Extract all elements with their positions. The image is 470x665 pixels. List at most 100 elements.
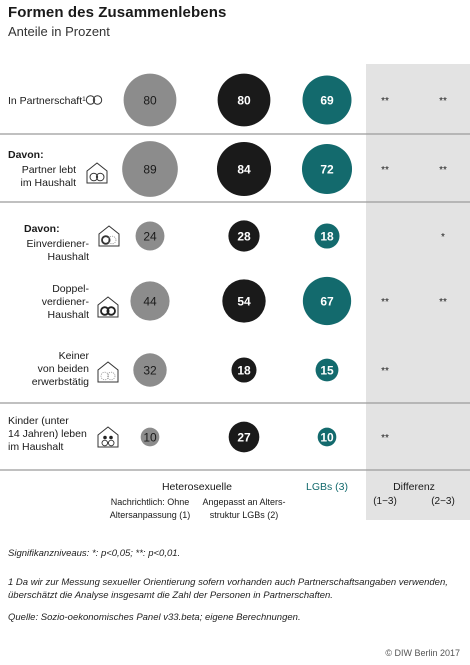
house-outline xyxy=(98,225,120,247)
bubble-hetero2 xyxy=(216,141,272,197)
bubble-value-label: 89 xyxy=(143,163,157,177)
significance-stars: ** xyxy=(439,96,447,107)
ring-shape xyxy=(107,235,117,245)
bubble-value-label: 44 xyxy=(143,295,157,309)
bubble-value-label: 27 xyxy=(237,431,251,445)
diff-subheader: (1−3) xyxy=(373,496,397,507)
row-label: Partner lebt xyxy=(22,164,76,176)
house-dual-earner-icon xyxy=(97,296,119,318)
bubble-hetero2 xyxy=(231,357,257,383)
column-header-hetero1: Altersanpassung (1) xyxy=(110,510,191,520)
bubble-value-label: 32 xyxy=(143,364,157,378)
ring-shape xyxy=(89,172,99,182)
ring-shape xyxy=(95,172,105,182)
house-single-earner-icon xyxy=(98,225,120,247)
source-note: Quelle: Sozio-oekonomisches Panel v33.be… xyxy=(8,612,301,623)
bubble-value-label: 24 xyxy=(143,230,157,244)
significance-stars: * xyxy=(441,232,445,243)
bubble-hetero1 xyxy=(122,141,178,197)
child-dot xyxy=(103,435,107,440)
ring-shape xyxy=(92,95,103,105)
bubble-hetero2 xyxy=(228,220,260,252)
row-label: Einverdiener- xyxy=(27,238,90,250)
group-header-heterosexuelle: Heterosexuelle xyxy=(162,481,232,493)
child-dot xyxy=(109,435,113,440)
ring-shape xyxy=(101,235,111,245)
diff-subheader: (2−3) xyxy=(431,496,455,507)
significance-stars: ** xyxy=(381,96,389,107)
bubble-value-label: 10 xyxy=(320,431,334,445)
bubble-value-label: 72 xyxy=(320,163,334,177)
house-children-icon xyxy=(97,426,119,448)
bubble-value-label: 69 xyxy=(320,94,334,108)
significance-stars: ** xyxy=(381,433,389,444)
house-outline xyxy=(97,361,119,383)
ring-shape xyxy=(106,371,116,381)
bubble-hetero1 xyxy=(135,221,165,251)
chart-title: Formen des Zusammenlebens xyxy=(8,4,227,21)
bubble-hetero2 xyxy=(228,421,260,453)
ring-shape xyxy=(106,306,116,316)
bubble-hetero1 xyxy=(130,281,170,321)
bubble-hetero1 xyxy=(123,73,177,127)
row-label: In Partnerschaft1 xyxy=(8,95,86,107)
footnote-marker: 1 xyxy=(82,96,86,103)
ring-shape xyxy=(107,439,115,447)
significance-stars: ** xyxy=(381,165,389,176)
bubble-lgb xyxy=(317,427,337,447)
footnote: 1 Da wir zur Messung sexueller Orientier… xyxy=(8,577,448,601)
column-header-differenz: Differenz xyxy=(393,481,435,493)
bubble-value-label: 84 xyxy=(237,163,251,177)
house-outline xyxy=(97,426,119,448)
row-label: im Haushalt xyxy=(8,441,64,453)
rings-icon xyxy=(85,95,103,105)
bubble-value-label: 54 xyxy=(237,295,251,309)
ring-shape xyxy=(100,371,109,381)
significance-note: Signifikanzniveaus: *: p<0,05; **: p<0,0… xyxy=(8,548,181,559)
bubble-hetero1 xyxy=(140,427,160,447)
significance-stars: ** xyxy=(381,297,389,308)
ring-shape xyxy=(85,95,96,105)
bubble-chart: In Partnerschaft1 80 80 69 ** ** Davon: Partner… xyxy=(0,64,470,520)
ring-shape xyxy=(100,306,110,316)
bubble-value-label: 28 xyxy=(237,230,251,244)
row-label: Haushalt xyxy=(48,309,90,321)
copyright: © DIW Berlin 2017 xyxy=(385,648,460,658)
bubble-lgb xyxy=(315,358,339,382)
row-label: verdiener- xyxy=(42,296,90,308)
column-header-hetero1: Nachrichtlich: Ohne xyxy=(111,497,190,507)
house-outline xyxy=(97,296,119,318)
chart-subtitle: Anteile in Prozent xyxy=(8,24,110,39)
row-label: erwerbstätig xyxy=(32,376,89,388)
significance-stars: ** xyxy=(439,297,447,308)
bubble-value-label: 67 xyxy=(320,295,334,309)
bubble-value-label: 10 xyxy=(143,431,157,445)
row-label: Doppel- xyxy=(52,283,89,295)
row-label: Haushalt xyxy=(48,251,90,263)
column-header-lgb: LGBs (3) xyxy=(306,481,348,493)
row-label: im Haushalt xyxy=(21,177,77,189)
house-couple-icon xyxy=(86,162,108,184)
row-label: von beiden xyxy=(38,363,90,375)
bubble-hetero1 xyxy=(133,353,167,387)
bubble-value-label: 15 xyxy=(320,364,334,378)
significance-stars: ** xyxy=(381,366,389,377)
column-header-hetero2: struktur LGBs (2) xyxy=(210,510,279,520)
differenz-column-background xyxy=(366,64,470,520)
bubble-lgb xyxy=(302,75,352,125)
bubble-hetero2 xyxy=(217,73,271,127)
significance-stars: ** xyxy=(439,165,447,176)
bubble-lgb xyxy=(301,143,353,195)
bubble-lgb xyxy=(302,276,352,326)
row-label: Kinder (unter xyxy=(8,415,69,427)
ring-shape xyxy=(101,439,109,447)
row-prefix-label: Davon: xyxy=(8,149,44,161)
bubble-value-label: 80 xyxy=(143,94,157,108)
bubble-lgb xyxy=(314,223,340,249)
row-prefix-label: Davon: xyxy=(24,223,60,235)
bubble-value-label: 18 xyxy=(320,230,334,244)
row-label: Keiner xyxy=(59,350,90,362)
house-no-earner-icon xyxy=(97,361,119,383)
column-header-hetero2: Angepasst an Alters- xyxy=(202,497,285,507)
row-label: 14 Jahren) leben xyxy=(8,428,87,440)
